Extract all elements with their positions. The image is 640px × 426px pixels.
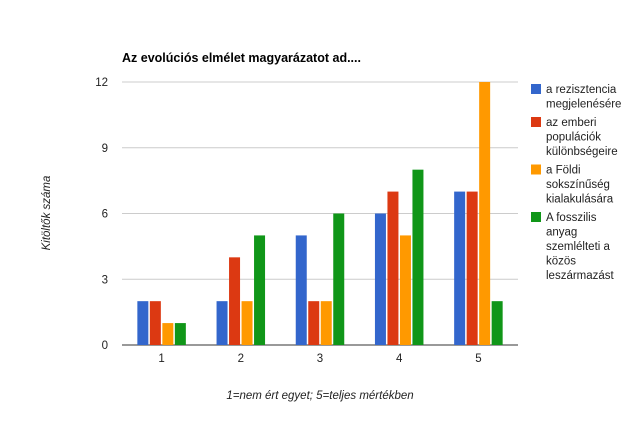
legend: a rezisztencia megjelenésére az emberi popu… — [531, 84, 621, 282]
y-tick-label: 3 — [102, 274, 108, 286]
bar — [216, 301, 228, 345]
bar — [479, 82, 491, 345]
y-tick-label: 6 — [102, 209, 108, 221]
bars — [137, 82, 503, 345]
x-tick-label: 4 — [396, 353, 403, 365]
bar — [229, 257, 241, 345]
y-axis-label: Kitöltők száma — [41, 176, 53, 251]
x-axis-label: 1=nem ért egyet; 5=teljes mértékben — [226, 390, 413, 402]
bar — [399, 235, 411, 345]
legend-swatch — [531, 84, 541, 94]
bar — [137, 301, 149, 345]
legend-swatch — [531, 212, 541, 222]
y-tick-labels: 0 3 6 9 12 — [95, 77, 108, 352]
legend-entry: a rezisztencia megjelenésére — [546, 84, 621, 111]
bar — [149, 301, 161, 345]
bar — [308, 301, 320, 345]
x-tick-label: 5 — [475, 353, 481, 365]
bar — [241, 301, 253, 345]
bar — [374, 213, 386, 345]
bar — [454, 191, 466, 345]
bar — [466, 191, 478, 345]
x-tick-label: 2 — [238, 353, 244, 365]
bar — [491, 301, 503, 345]
bar — [162, 323, 174, 345]
bar — [295, 235, 307, 345]
legend-entry: a Földi sokszínűség kialakulására — [546, 165, 614, 206]
y-tick-label: 12 — [95, 77, 108, 89]
gridlines — [122, 81, 518, 346]
legend-swatch — [531, 117, 541, 127]
legend-entry: A fosszilis anyag szemlélteti a közös leszár… — [546, 212, 615, 282]
bar — [254, 235, 266, 345]
y-tick-label: 9 — [102, 143, 108, 155]
legend-entry: az emberi populációk különbségeire — [546, 117, 618, 158]
bar — [412, 169, 424, 345]
x-tick-label: 1 — [158, 353, 164, 365]
legend-swatch — [531, 164, 541, 175]
bar — [174, 323, 186, 345]
bar — [320, 301, 332, 345]
x-tick-labels: 1 2 3 4 5 — [158, 353, 481, 365]
chart-title: Az evolúciós elmélet magyarázatot ad.... — [122, 51, 361, 65]
bar — [387, 191, 399, 345]
bar — [333, 213, 345, 345]
y-tick-label: 0 — [102, 340, 108, 352]
x-tick-label: 3 — [317, 353, 323, 365]
